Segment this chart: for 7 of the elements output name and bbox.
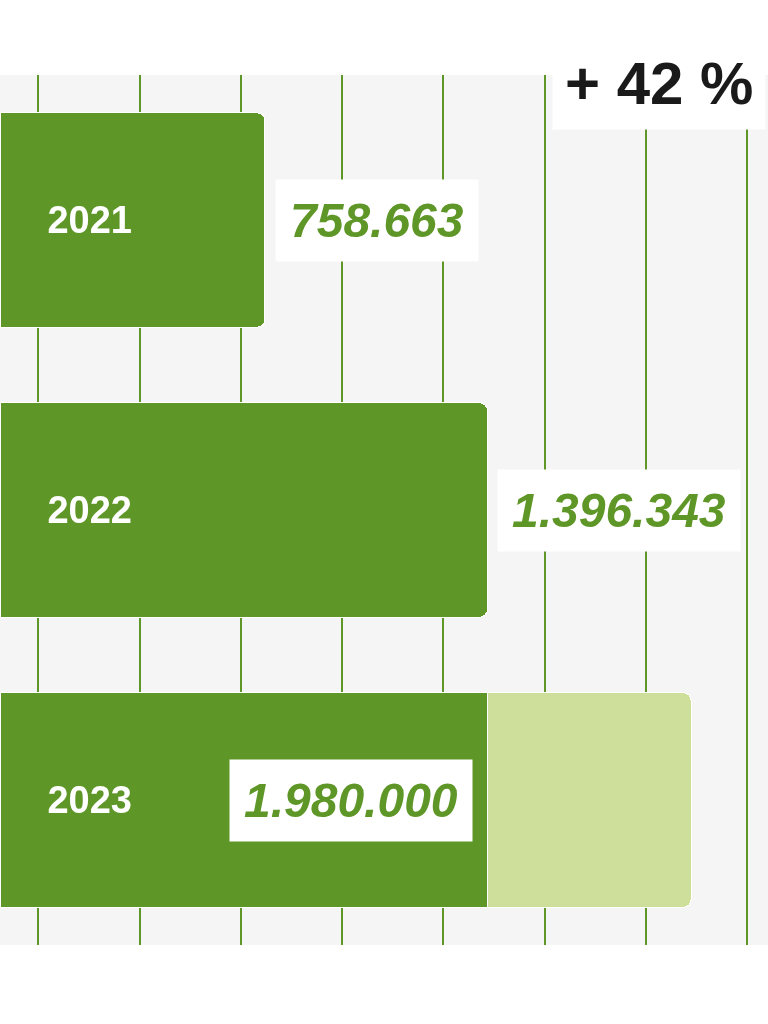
y-tick-label: 2021 bbox=[47, 199, 132, 242]
data-label: 1.396.343 bbox=[512, 484, 726, 537]
data-label: 758.663 bbox=[290, 194, 464, 247]
y-tick-label: 2022 bbox=[47, 489, 132, 532]
total-label: 1.980.000 bbox=[244, 774, 458, 827]
y-tick-label: 2023 bbox=[47, 779, 132, 822]
annotation: + 42 % bbox=[565, 50, 754, 117]
